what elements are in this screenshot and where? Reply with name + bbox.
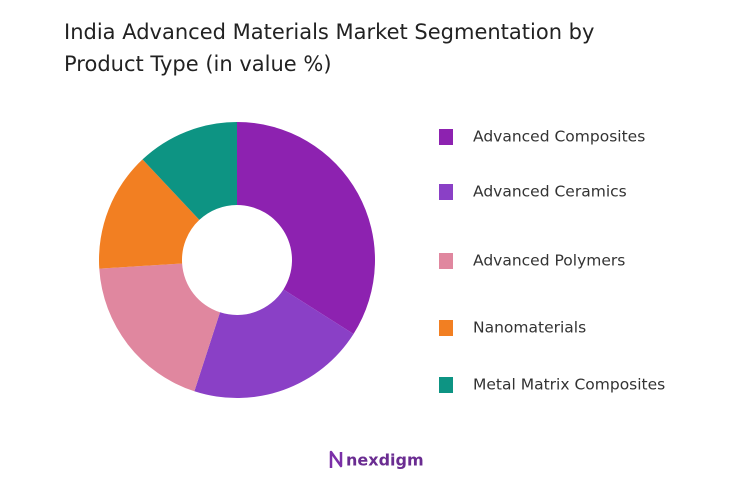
legend-swatch	[439, 129, 453, 145]
chart-title: India Advanced Materials Market Segmenta…	[64, 20, 595, 76]
legend-swatch	[439, 253, 453, 269]
donut-segment	[194, 289, 354, 399]
donut-segment	[237, 122, 375, 334]
donut-segment	[98, 159, 200, 269]
logo: nexdigm	[329, 450, 424, 470]
legend-label: Nanomaterials	[473, 319, 586, 337]
legend-label: Advanced Ceramics	[473, 183, 627, 201]
logo-icon	[329, 450, 343, 468]
legend-swatch	[439, 184, 453, 200]
legend-swatch	[439, 320, 453, 336]
legend-label: Advanced Composites	[473, 128, 645, 146]
legend-label: Metal Matrix Composites	[473, 376, 665, 394]
legend-swatch	[439, 377, 453, 393]
logo-text: nexdigm	[346, 451, 424, 470]
donut-segment	[99, 263, 221, 392]
legend-label: Advanced Polymers	[473, 252, 625, 270]
donut-segment	[142, 122, 237, 220]
